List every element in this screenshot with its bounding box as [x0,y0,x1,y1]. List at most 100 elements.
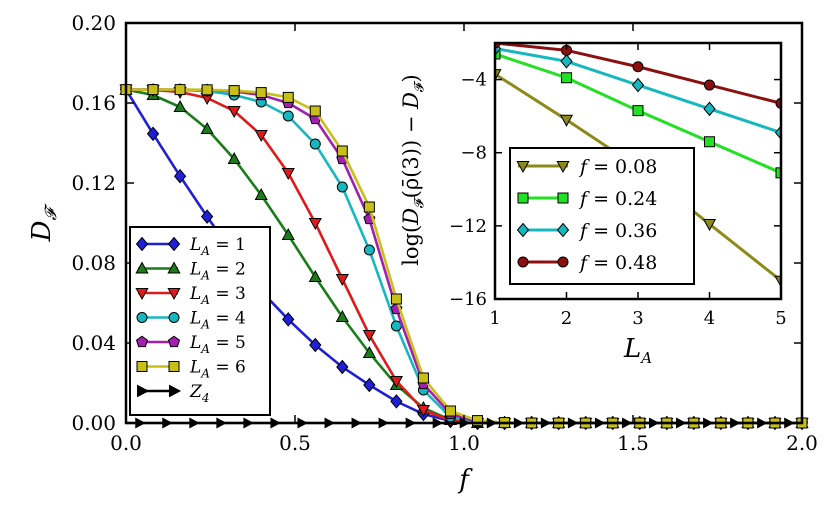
inset-y-tick-label: −12 [449,216,487,237]
main-point-s2-8 [308,269,322,282]
inset-legend-marker-right [556,161,570,174]
inset-x-tick-label: 4 [704,308,715,329]
main-legend-marker-left [137,384,150,398]
inset-legend-entries: f = 0.08 f = 0.24 f = 0.36 f = 0.48 [516,156,657,274]
main-legend-marker-left [135,288,149,301]
main-point-s2-4 [200,121,214,134]
inset-legend-marker-left [516,161,530,174]
inset-legend-label-3: f = 0.36 [578,220,657,242]
inset-point-s4-3 [632,61,644,73]
main-legend-entry-1: LA = 1 [135,235,246,258]
inset-legend-entry-1: f = 0.08 [516,156,657,178]
inset-x-tick-label: 3 [632,308,643,329]
inset-point-s2-4 [704,136,715,148]
main-point-s3-10 [362,330,376,343]
main-x-tick-label: 1.0 [448,431,480,455]
inset-point-s1-4 [702,219,717,232]
main-point-s6-11 [390,293,402,305]
main-point-s1-11 [390,394,403,409]
inset-legend-entry-2: f = 0.24 [517,188,657,210]
inset-point-s1-5 [774,275,781,288]
main-legend-marker-right [167,288,181,301]
inset-legend-entry-4: f = 0.48 [517,252,657,274]
main-point-s1-9 [336,359,349,375]
inset-legend-marker-left [517,192,529,204]
inset-point-s4-4 [704,79,715,91]
main-point-s2-3 [173,99,187,112]
main-x-ticks: 0.0 0.5 1.0 1.5 2.0 [110,23,818,455]
inset-y-ticks: −16 −12 −8 −4 [449,70,781,310]
main-legend-entry-6: LA = 6 [136,358,246,381]
main-point-s1-10 [363,377,376,393]
main-point-s2-5 [227,151,241,164]
main-y-tick-label: 0.08 [71,251,116,275]
main-point-s3-6 [254,130,268,143]
inset-point-s2-3 [632,105,644,117]
inset-x-tick-label: 5 [775,308,786,329]
main-point-s3-8 [308,218,322,231]
inset-series-4 [495,43,781,109]
main-legend-entry-3: LA = 3 [135,284,246,307]
main-y-tick-label: 0.20 [71,11,116,35]
inset-point-s3-5 [774,125,781,140]
main-legend-marker-right [167,335,181,348]
main-legend-marker-right [168,312,180,323]
main-point-s6-6 [255,87,267,99]
main-y-ticks: 0.00 0.04 0.08 0.12 0.16 0.20 [71,11,802,435]
main-point-s6-14 [472,415,484,427]
inset-x-ticks: 1 2 3 4 5 [489,43,787,329]
main-point-s1-3 [173,168,187,184]
inset-series-2 [495,48,781,179]
main-legend: LA = 1LA = 2LA = 3LA = 4LA = 5LA = 6Z4 [129,226,271,416]
main-point-s6-13 [444,405,456,417]
main-point-s6-3 [174,84,186,96]
main-point-s6-2 [147,84,159,96]
main-legend-marker-right [167,261,181,274]
inset-legend-marker-left [517,256,529,268]
main-legend-label-4: LA = 4 [189,309,246,332]
main-y-tick-label: 0.04 [71,331,116,355]
main-legend-label-1: LA = 1 [189,235,246,258]
main-point-s3-5 [227,106,241,119]
main-legend-marker-left [136,312,148,323]
inset-x-tick-label: 2 [561,308,572,329]
inset-legend-marker-right [557,192,569,204]
main-point-s4-7 [282,110,294,122]
main-y-tick-label: 0.00 [71,411,116,435]
main-y-tick-label: 0.12 [71,171,116,195]
main-point-s2-10 [362,345,376,358]
main-x-tick-label: 0.5 [279,431,311,455]
inset-point-s1-1 [495,69,502,82]
main-point-s3-9 [335,274,349,287]
inset-legend-label-2: f = 0.24 [578,188,657,210]
main-point-s4-9 [336,181,348,193]
main-legend-marker-right [168,361,180,372]
main-point-s6-9 [336,145,348,157]
main-legend-label-5: LA = 5 [189,333,246,356]
main-legend-marker-right [167,236,181,252]
main-legend-entry-5: LA = 5 [135,333,246,356]
inset-y-axis-label: log(D𝓕(ρ̄(3)) − D𝓕) [399,74,427,266]
inset-point-s2-1 [495,48,501,60]
main-point-s1-2 [146,126,160,142]
main-legend-marker-left [135,261,149,274]
main-legend-entries: LA = 1LA = 2LA = 3LA = 4LA = 5LA = 6Z4 [135,235,246,405]
inset-legend: f = 0.08 f = 0.24 f = 0.36 f = 0.48 [509,147,695,285]
inset-point-s2-5 [775,167,781,179]
inset-legend-marker-right [557,256,569,268]
main-point-s6-10 [363,201,375,213]
main-y-tick-label: 0.16 [71,91,116,115]
main-point-s6-8 [309,105,321,117]
main-legend-box [129,226,271,416]
inset-point-s2-2 [561,72,572,84]
main-legend-label-6: LA = 6 [189,358,246,381]
main-point-s3-11 [389,376,403,389]
inset-x-tick-label: 1 [489,308,500,329]
main-x-tick-label: 1.5 [617,431,649,455]
main-legend-entry-7: Z4 [137,382,209,405]
main-legend-label-2: LA = 2 [189,260,246,283]
inset-series-layer [495,43,781,288]
main-legend-entry-2: LA = 2 [135,260,246,283]
